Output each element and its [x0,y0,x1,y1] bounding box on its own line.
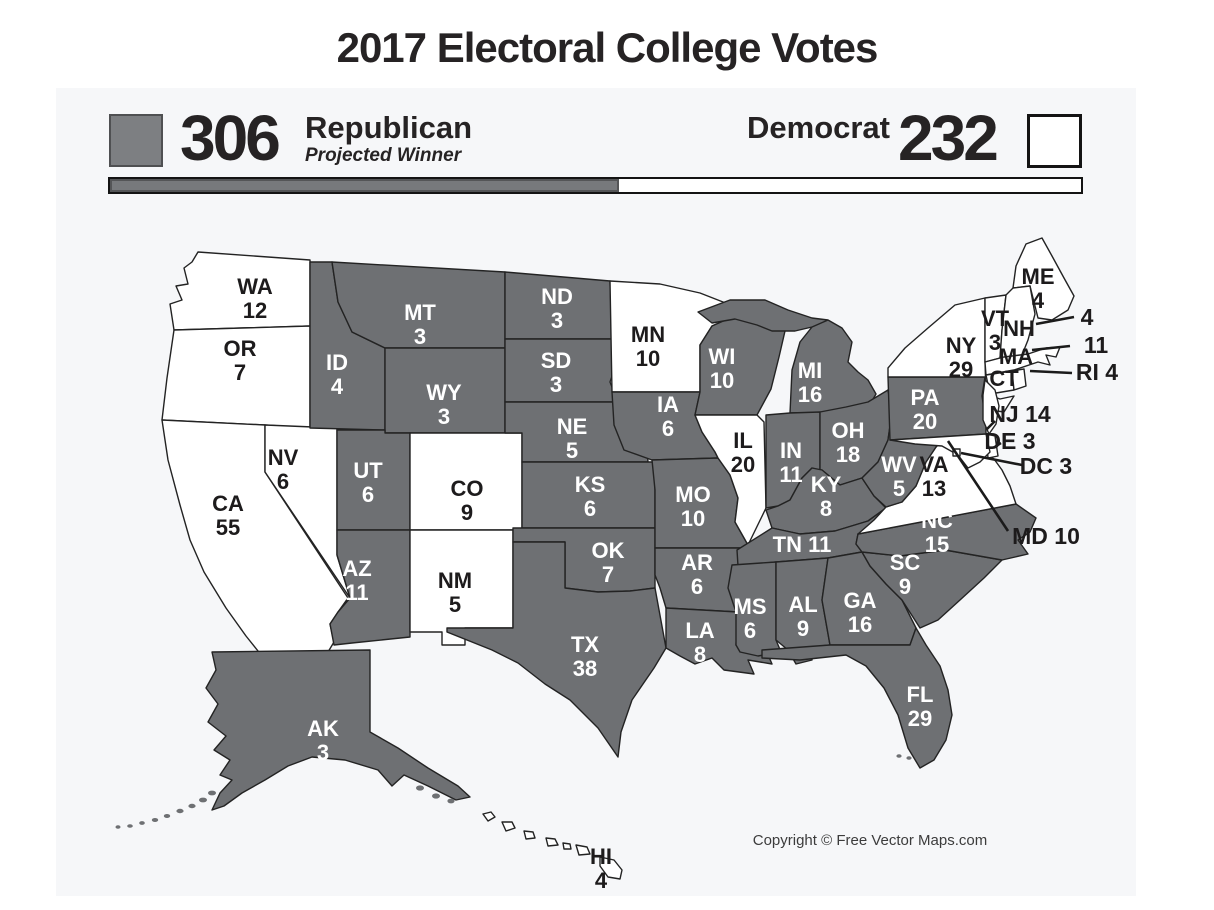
state-hi-label: HI 4 [590,844,612,893]
state-az-label: AZ 11 [342,556,371,605]
state-wi-label: WI 10 [709,344,736,393]
state-wa-label: WA 12 [237,274,273,323]
state-id-label: ID 4 [326,350,348,399]
state-nd-label: ND 3 [541,284,573,333]
state-md-callout-label: MD 10 [1012,523,1080,549]
state-ri-shape [1011,368,1027,391]
state-dc-leader-line [960,451,1023,467]
republican-label: Republican [305,110,473,145]
state-nh-shape [999,285,1036,361]
state-ar-label: AR 6 [681,550,713,599]
state-mi-label: MI 16 [798,358,822,407]
state-fl-shape [761,627,953,769]
state-nc-shape [855,503,1037,561]
state-va-label: VA 13 [920,452,949,501]
state-sc-label: SC 9 [890,550,921,599]
democrat-votes-total: 232 [898,102,999,174]
state-dc-callout-label: DC 3 [1020,453,1072,479]
state-ma-label: MA [999,344,1033,369]
state-vt-label: VT 3 [981,306,1010,355]
state-de-leader-line [995,441,1002,448]
state-ri-callout-label: RI 4 [1076,359,1118,385]
state-in-label: IN 11 [779,438,802,487]
electoral-votes-bar [108,177,1083,194]
state-ia-label: IA 6 [657,392,679,441]
aleutian-islands [115,790,216,829]
page-title: 2017 Electoral College Votes [336,24,879,71]
state-wv-label: WV 5 [881,452,917,501]
state-nh-callout-label: 4 [1081,304,1094,330]
state-az-shape [329,529,411,646]
state-ne-label: NE 5 [557,414,588,463]
state-ks-label: KS 6 [575,472,606,521]
republican-legend-swatch [109,114,163,167]
state-ak-shape [205,649,471,811]
state-nh-label: NH [1003,316,1035,341]
state-mn-label: MN 10 [631,322,665,371]
copyright-text: Copyright © Free Vector Maps.com [752,832,988,849]
state-al-label: AL 9 [788,592,817,641]
state-ga-label: GA 16 [844,588,877,637]
state-tx-label: TX 38 [571,632,599,681]
state-il-shape [694,414,767,546]
state-nj-callout-label: NJ 14 [989,401,1051,427]
state-nh-leader-line [1035,315,1075,326]
state-ak-label: AK 3 [307,716,339,765]
state-nc-label: NC 15 [921,508,953,557]
state-tn-label: TN 11 [773,532,832,557]
republican-bar-segment [110,179,619,192]
state-ct-label: CT [989,366,1019,391]
state-mo-label: MO 10 [675,482,710,531]
state-wy-label: WY 3 [426,380,462,429]
republican-votes-total: 306 [180,102,281,174]
state-co-label: CO 9 [451,476,484,525]
state-ms-label: MS 6 [734,594,767,643]
state-ma-leader-line [1031,344,1071,352]
state-oh-label: OH 18 [832,418,865,467]
state-ky-label: KY 8 [811,472,842,521]
state-hi-shape [482,811,623,880]
florida-keys [896,754,922,762]
state-ri-leader-line [1029,369,1073,375]
state-ok-label: OK 7 [592,538,625,587]
state-md-shape [889,433,991,469]
state-sd-label: SD 3 [541,348,572,397]
state-nv-label: NV 6 [268,445,299,494]
state-ut-label: UT 6 [353,458,383,507]
state-me-shape [1012,237,1075,321]
state-pa-label: PA 20 [911,385,940,434]
state-fl-label: FL 29 [907,682,934,731]
state-nm-label: NM 5 [438,568,472,617]
state-tx-shape [446,541,667,758]
projected-winner-label: Projected Winner [305,145,462,166]
democrat-legend-swatch [1027,114,1082,168]
state-il-label: IL 20 [731,428,755,477]
democrat-label: Democrat [747,110,890,145]
state-ca-label: CA 55 [212,491,244,540]
state-me-label: ME 4 [1022,264,1055,313]
state-nj-shape [982,379,1000,435]
state-nj-leader-line [986,420,996,430]
state-ma-callout-label: 11 [1084,332,1109,358]
state-mt-label: MT 3 [404,300,436,349]
state-md-leader-line [946,440,1010,532]
state-or-label: OR 7 [224,336,257,385]
state-la-label: LA 8 [685,618,714,667]
alaska-panhandle-islands [416,785,455,804]
state-ny-label: NY 29 [946,333,977,382]
state-de-callout-label: DE 3 [984,428,1035,454]
